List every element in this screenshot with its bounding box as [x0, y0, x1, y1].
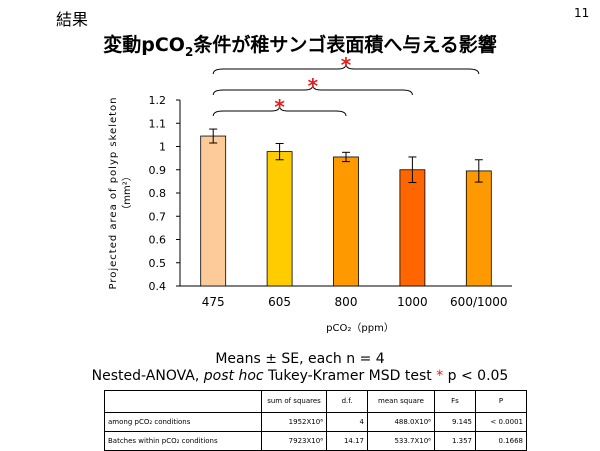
y-axis-label: Projected area of polyp skeleton: [108, 97, 119, 290]
x-tick-label: 475: [202, 295, 225, 309]
cell-p: < 0.0001: [475, 412, 527, 432]
significance-star: *: [308, 74, 319, 98]
significance-bracket: [212, 105, 347, 117]
y-tick-label: 0.6: [149, 234, 167, 247]
y-tick-label: 0.5: [149, 257, 167, 270]
significance-bracket: [212, 63, 480, 75]
title-prefix: 変動pCO: [103, 34, 185, 56]
cell-p: 0.1668: [475, 431, 527, 451]
y-axis-label-unit: （mm²）: [121, 171, 133, 215]
test-star: *: [436, 368, 444, 384]
table-header-p: P: [475, 390, 527, 413]
means-note: Means ± SE, each n = 4: [215, 351, 385, 367]
y-tick-label: 1.1: [149, 117, 167, 130]
table-row: among pCO₂ conditions 1952X10⁶ 4 488.0X1…: [104, 412, 527, 432]
row-label: among pCO₂ conditions: [104, 412, 262, 432]
test-italic: post hoc: [203, 368, 264, 384]
cell-df: 14.17: [326, 431, 368, 451]
table-header-df: d.f.: [326, 390, 368, 413]
cell-ss: 7923X10⁶: [261, 431, 327, 451]
bar: [200, 135, 227, 287]
y-tick-label: 1: [159, 141, 166, 154]
bar: [333, 156, 359, 287]
cell-fs: 9.145: [434, 412, 476, 432]
section-label: 結果: [56, 10, 89, 29]
y-tick-label: 0.8: [149, 187, 167, 200]
y-tick-label: 0.9: [149, 164, 167, 177]
table-header-ss: sum of squares: [261, 390, 327, 413]
y-tick-label: 0.7: [149, 210, 167, 223]
test-prefix: Nested-ANOVA,: [91, 368, 204, 384]
cell-fs: 1.357: [434, 431, 476, 451]
test-note: Nested-ANOVA, post hoc Tukey-Kramer MSD …: [0, 368, 600, 384]
cell-df: 4: [326, 412, 368, 432]
row-label: Batches within pCO₂ conditions: [104, 431, 262, 451]
significance-star: *: [341, 53, 352, 77]
table-header-fs: Fs: [434, 390, 476, 413]
bar: [465, 170, 492, 287]
significance-bracket: [212, 84, 413, 96]
table-header-row: sum of squares d.f. mean square Fs P: [104, 390, 527, 413]
table-header-ms: mean square: [367, 390, 435, 413]
title-suffix: 条件が稚サンゴ表面積へ与える影響: [193, 34, 497, 56]
table-header-blank: [104, 390, 262, 413]
test-suffix: p < 0.05: [443, 368, 509, 384]
bar-chart: 0.4 0.5 0.6 0.7 0.8 0.9 1 1.1 1.2 Projected area …: [108, 53, 512, 334]
y-tick-label: 0.4: [149, 280, 167, 293]
cell-ss: 1952X10⁶: [261, 412, 327, 432]
x-tick-label: 600/1000: [450, 295, 508, 309]
x-tick-label: 605: [268, 295, 291, 309]
slide-title: 変動pCO2条件が稚サンゴ表面積へ与える影響: [0, 30, 600, 59]
cell-ms: 533.7X10⁶: [367, 431, 435, 451]
page-number: 11: [574, 6, 590, 20]
y-tick-label: 1.2: [149, 94, 167, 107]
bar: [266, 151, 293, 287]
x-axis-label: pCO₂（ppm）: [326, 322, 394, 334]
anova-table: sum of squares d.f. mean square Fs P amo…: [104, 390, 527, 451]
x-tick-label: 1000: [397, 295, 428, 309]
x-tick-label: 800: [335, 295, 358, 309]
title-subscript: 2: [184, 44, 194, 59]
bar: [399, 169, 426, 287]
test-middle: Tukey-Kramer MSD test: [263, 368, 437, 384]
table-row: Batches within pCO₂ conditions 7923X10⁶ …: [104, 431, 527, 451]
significance-star: *: [274, 95, 285, 119]
cell-ms: 488.0X10⁶: [367, 412, 435, 432]
